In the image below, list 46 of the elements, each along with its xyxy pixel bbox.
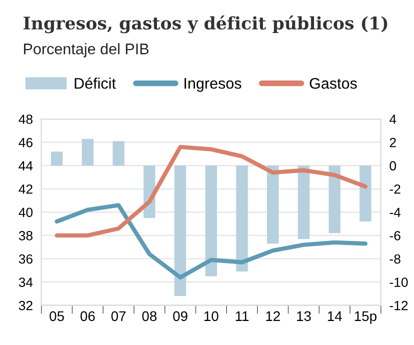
- bar: [174, 166, 186, 296]
- bar: [205, 166, 218, 276]
- y2-tick-label: -2: [390, 184, 400, 194]
- bar: [267, 166, 279, 244]
- bar: [82, 138, 94, 166]
- x-tick-label: 15p: [354, 311, 376, 324]
- y-tick-label: 34: [18, 278, 33, 287]
- x-tick-label: 06: [80, 311, 95, 322]
- legend-label: Gastos: [310, 78, 357, 89]
- bar: [50, 152, 63, 166]
- y-tick-label: 42: [18, 184, 32, 194]
- line-series: [54, 144, 368, 238]
- bar: [236, 166, 248, 272]
- y2-tick-label: -6: [390, 231, 400, 240]
- y-tick-label: 32: [18, 300, 32, 310]
- bar: [298, 166, 310, 239]
- x-tick-label: 12: [266, 311, 280, 321]
- y-tick-label: 38: [18, 231, 32, 240]
- x-tick-label: 14: [328, 311, 342, 321]
- x-tick-label: 05: [50, 311, 64, 322]
- y2-tick-label: -10: [390, 278, 408, 287]
- y-tick-label: 36: [18, 254, 32, 264]
- y2-tick-label: 4: [390, 114, 396, 124]
- x-tick-label: 07: [111, 311, 126, 322]
- x-tick-label: 10: [204, 311, 218, 322]
- legend-label: Ingresos: [184, 78, 242, 92]
- y-tick-label: 40: [18, 208, 33, 218]
- y2-tick-label: 2: [390, 138, 396, 148]
- x-tick-label: 13: [297, 311, 311, 322]
- y2-tick-label: -4: [390, 208, 401, 217]
- bar: [360, 166, 372, 222]
- y2-tick-label: -12: [390, 300, 408, 310]
- line-series: [54, 203, 368, 280]
- x-tick-label: 08: [142, 311, 157, 322]
- y2-tick-label: -8: [390, 254, 400, 264]
- y-tick-label: 46: [18, 138, 32, 148]
- legend-label: Déficit: [74, 77, 116, 89]
- bar: [328, 166, 340, 234]
- y-tick-label: 48: [18, 114, 32, 124]
- x-tick-label: 11: [236, 311, 249, 321]
- bar: [112, 141, 124, 166]
- x-tick-label: 09: [173, 311, 188, 322]
- chart-subtitle: Porcentaje del PIB: [24, 43, 149, 58]
- y-tick-label: 44: [18, 161, 33, 170]
- chart-title: Ingresos, gastos y déficit públicos (1): [24, 16, 388, 34]
- y2-tick-label: 0: [390, 161, 396, 171]
